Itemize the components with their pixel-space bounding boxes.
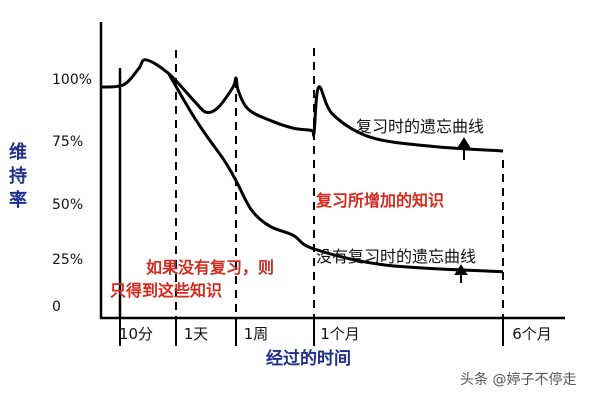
annotation-added-knowledge: 复习所增加的知识	[315, 191, 444, 210]
series-line-reviewed	[100, 58, 504, 153]
x-axis-title: 经过的时间	[266, 348, 351, 369]
y-tick-label: 25%	[52, 252, 83, 268]
y-tick-label: 50%	[52, 197, 83, 213]
annotation-no-review-curve: 没有复习时的遗忘曲线	[316, 247, 476, 266]
x-tick-label: 1个月	[320, 325, 360, 343]
annotation-no-review-note-line2: 只得到这些知识	[110, 281, 222, 300]
x-tick-label: 1周	[244, 325, 269, 343]
review-guides	[175, 48, 504, 318]
x-tick-label: 1天	[184, 325, 209, 343]
x-tick-label: 10分	[119, 325, 153, 343]
watermark-text: 头条 @婷子不停走	[460, 371, 576, 388]
x-tick-label: 6个月	[512, 325, 552, 343]
y-tick-label: 0	[52, 299, 61, 315]
y-tick-label: 75%	[52, 134, 83, 150]
y-axis-title: 维持率	[9, 141, 27, 211]
annotation-arrows	[454, 137, 471, 283]
series-line-no-review	[167, 72, 504, 274]
x-tick-marks	[119, 318, 504, 346]
annotation-no-review-note-line1: 如果没有复习，则	[146, 258, 274, 277]
annotation-reviewed-curve: 复习时的遗忘曲线	[356, 117, 484, 136]
y-tick-label: 100%	[52, 72, 92, 88]
